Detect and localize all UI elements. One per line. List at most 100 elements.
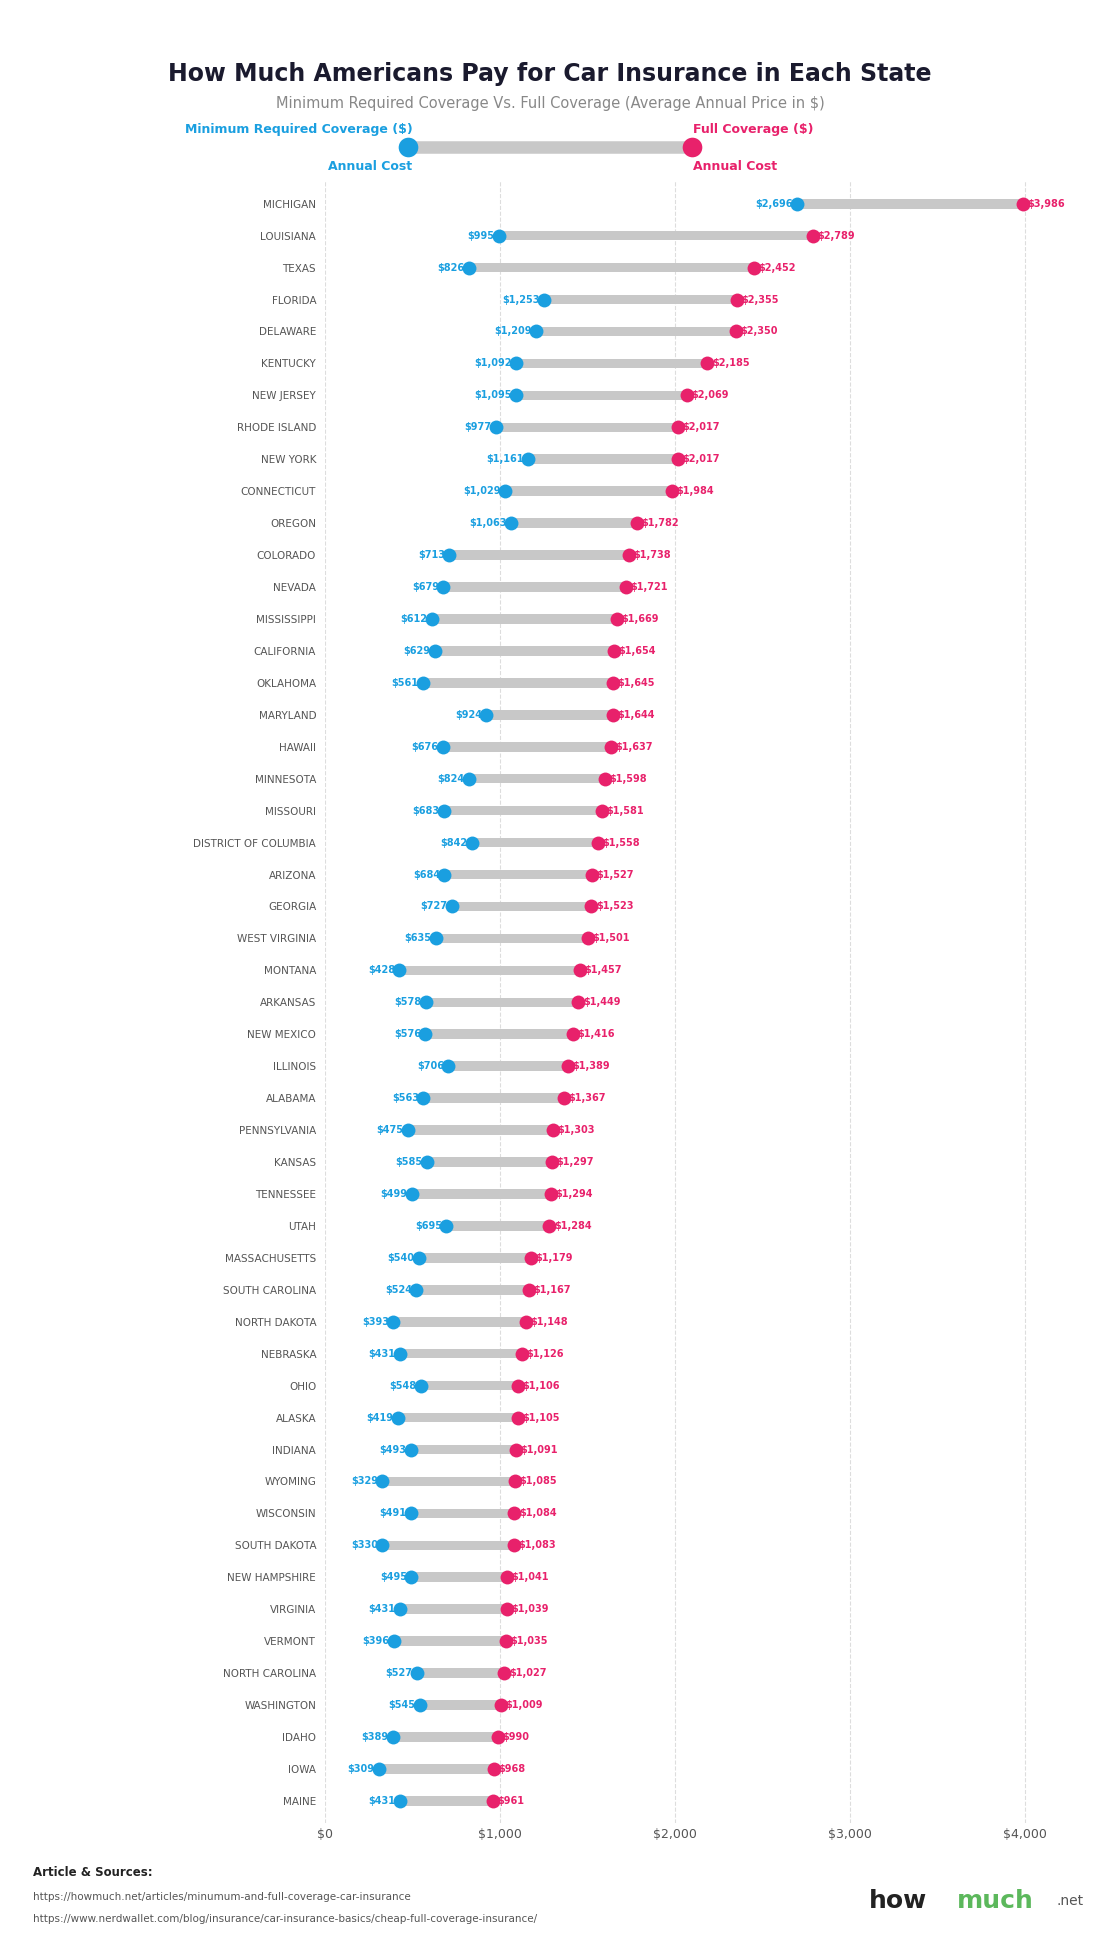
Text: $491: $491 [379, 1509, 406, 1519]
Text: $1,457: $1,457 [584, 965, 621, 975]
Text: $1,167: $1,167 [534, 1285, 571, 1295]
Text: $3,986: $3,986 [1027, 199, 1065, 209]
Text: $1,126: $1,126 [526, 1349, 563, 1359]
Bar [516, 390, 688, 400]
Bar [499, 230, 813, 240]
Bar [472, 838, 597, 848]
Point [570, 987, 587, 1018]
Point [517, 1306, 535, 1338]
Point [583, 858, 601, 889]
Text: $1,669: $1,669 [621, 614, 659, 624]
Bar [470, 263, 755, 273]
Text: $548: $548 [389, 1381, 416, 1390]
Point [460, 762, 477, 794]
Bar [394, 1636, 506, 1646]
Text: $330: $330 [351, 1540, 378, 1550]
Text: $706: $706 [417, 1061, 443, 1071]
Text: $309: $309 [348, 1765, 374, 1774]
Text: Article & Sources:: Article & Sources: [33, 1866, 153, 1878]
Point [403, 1562, 420, 1593]
Text: $713: $713 [418, 550, 446, 560]
Text: $995: $995 [468, 230, 495, 240]
Bar [496, 423, 678, 433]
Bar [427, 1156, 552, 1166]
Point [402, 1498, 419, 1529]
Bar [443, 583, 626, 593]
Bar [408, 1125, 553, 1135]
Point [506, 1529, 524, 1560]
Text: $684: $684 [412, 870, 440, 879]
Bar [426, 998, 579, 1006]
Text: Annual Cost: Annual Cost [693, 160, 777, 174]
Text: $1,654: $1,654 [618, 645, 657, 655]
Text: $1,738: $1,738 [634, 550, 671, 560]
Text: .net: .net [1056, 1893, 1084, 1909]
Point [403, 1178, 420, 1209]
Text: $1,083: $1,083 [519, 1540, 557, 1550]
Point [438, 1211, 455, 1242]
Bar [393, 1732, 498, 1741]
Point [588, 827, 606, 858]
Bar [383, 1540, 515, 1550]
Point [436, 858, 453, 889]
Point [403, 1433, 420, 1464]
Bar [436, 934, 587, 944]
Text: $635: $635 [405, 934, 431, 944]
Bar [399, 965, 580, 975]
Text: $329: $329 [351, 1476, 377, 1486]
Point [519, 445, 537, 476]
Text: $2,017: $2,017 [682, 423, 719, 433]
Point [746, 252, 763, 283]
Bar [450, 550, 629, 560]
Bar [419, 1254, 531, 1264]
Point [507, 347, 525, 378]
Text: $1,148: $1,148 [530, 1316, 568, 1326]
Text: $419: $419 [366, 1412, 394, 1424]
Bar [505, 486, 672, 495]
Bar [426, 1030, 573, 1039]
Bar [400, 1605, 507, 1615]
Bar [420, 1700, 502, 1710]
Point [392, 1593, 409, 1624]
Point [727, 316, 745, 347]
Text: $1,039: $1,039 [510, 1605, 549, 1615]
Point [484, 1786, 502, 1817]
Text: $1,581: $1,581 [606, 805, 643, 815]
Point [491, 220, 508, 252]
Text: $924: $924 [455, 710, 482, 720]
Bar [434, 645, 614, 655]
Point [522, 1242, 540, 1273]
Point [541, 1211, 559, 1242]
Point [443, 891, 461, 922]
Point [477, 700, 495, 731]
Text: $1,063: $1,063 [469, 519, 506, 528]
Text: $961: $961 [497, 1796, 525, 1806]
Bar [411, 1572, 507, 1581]
Text: $990: $990 [503, 1732, 529, 1741]
Point [698, 347, 716, 378]
Point [426, 636, 443, 667]
Bar [398, 1412, 518, 1422]
Text: $2,452: $2,452 [759, 263, 796, 273]
Point [604, 700, 622, 731]
Point [617, 571, 635, 603]
Text: $977: $977 [464, 423, 492, 433]
Text: $2,350: $2,350 [740, 326, 778, 337]
Point [506, 1466, 524, 1498]
Text: $824: $824 [438, 774, 464, 784]
Text: Minimum Required Coverage Vs. Full Coverage (Average Annual Price in $): Minimum Required Coverage Vs. Full Cover… [276, 96, 824, 111]
Point [542, 1178, 560, 1209]
Text: $676: $676 [411, 741, 439, 753]
Point [543, 1147, 561, 1178]
Text: $527: $527 [385, 1667, 412, 1679]
Text: $1,297: $1,297 [557, 1156, 594, 1166]
Point [415, 1082, 432, 1113]
Point [507, 1433, 525, 1464]
Text: $1,085: $1,085 [519, 1476, 557, 1486]
Point [502, 507, 519, 538]
Point [788, 187, 805, 218]
Text: $1,984: $1,984 [676, 486, 714, 495]
Text: $2,789: $2,789 [817, 230, 855, 240]
Point [498, 1562, 516, 1593]
Text: How Much Americans Pay for Car Insurance in Each State: How Much Americans Pay for Car Insurance… [168, 62, 932, 86]
